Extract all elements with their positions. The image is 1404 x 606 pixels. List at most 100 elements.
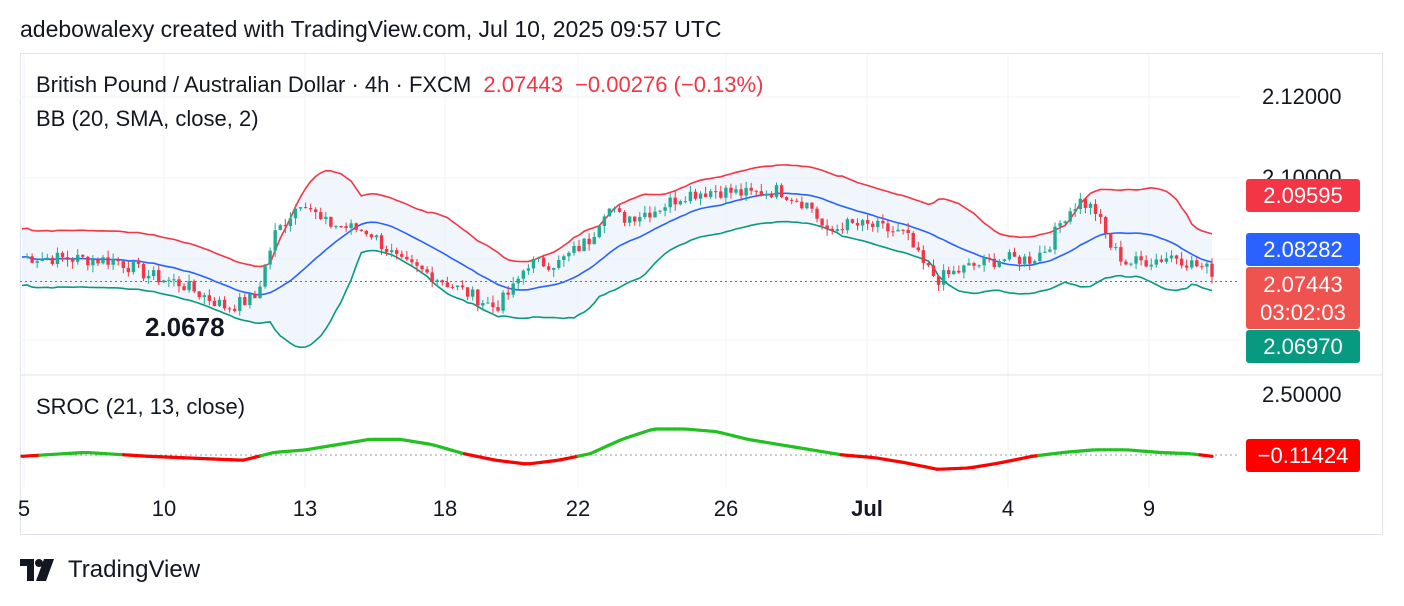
candle-body xyxy=(536,257,541,259)
candle-body xyxy=(395,250,399,254)
candle-body xyxy=(612,208,617,210)
tradingview-logo-icon xyxy=(20,559,54,581)
candle-body xyxy=(1124,261,1128,265)
candle-body xyxy=(45,257,50,259)
candle-body xyxy=(354,223,358,230)
candle-body xyxy=(1184,265,1189,268)
candle-body xyxy=(55,252,60,264)
candle-body xyxy=(779,185,784,198)
candle-body xyxy=(162,280,166,283)
swing-low-label: 2.0678 xyxy=(145,312,225,342)
candle-body xyxy=(50,257,55,264)
candle-body xyxy=(617,208,622,212)
candle-body xyxy=(40,258,44,262)
candle-body xyxy=(1195,260,1199,267)
candle-body xyxy=(1083,198,1088,208)
candle-body xyxy=(339,226,343,228)
candle-body xyxy=(400,253,404,257)
candle-body xyxy=(1144,260,1148,267)
candle-body xyxy=(96,259,100,264)
candle-body xyxy=(445,282,450,287)
candle-body xyxy=(425,269,429,273)
candle-body xyxy=(891,231,895,233)
candle-body xyxy=(906,229,910,234)
candle-body xyxy=(825,225,829,229)
candle-body xyxy=(850,219,855,223)
candle-body xyxy=(668,197,672,208)
candle-body xyxy=(916,247,920,251)
candle-body xyxy=(207,295,212,301)
candle-body xyxy=(1048,249,1052,252)
candle-body xyxy=(76,254,80,262)
candle-body xyxy=(835,229,839,231)
candle-body xyxy=(526,268,531,271)
candle-body xyxy=(633,216,637,222)
candle-body xyxy=(167,279,171,281)
candle-body xyxy=(820,218,824,226)
price-axis-tick-2-12: 2.12000 xyxy=(1262,84,1342,109)
symbol-title: British Pound / Australian Dollar · 4h ·… xyxy=(36,72,472,97)
candle-body xyxy=(344,226,348,228)
candle-body xyxy=(227,308,232,310)
candle-body xyxy=(197,291,201,298)
basis-tag: 2.08282 xyxy=(1246,233,1360,266)
candle-body xyxy=(764,193,769,196)
candle-body xyxy=(886,223,890,232)
candle-body xyxy=(921,250,926,263)
candle-body xyxy=(977,265,981,267)
candle-body xyxy=(936,276,941,285)
candle-body xyxy=(708,191,713,198)
candle-body xyxy=(607,208,612,217)
lower-band-tag: 2.06970 xyxy=(1246,330,1360,363)
candle-body xyxy=(329,216,333,227)
candle-body xyxy=(1093,203,1098,214)
candle-body xyxy=(101,257,105,264)
candle-body xyxy=(415,262,419,266)
bb-lower-line xyxy=(21,220,1213,349)
candle-body xyxy=(238,297,242,311)
candle-body xyxy=(146,276,151,279)
x-tick-9: 9 xyxy=(1142,496,1156,521)
candle-body xyxy=(881,220,885,224)
candle-body xyxy=(693,191,698,199)
candle-body xyxy=(35,261,39,263)
candle-body xyxy=(1159,259,1164,262)
candle-body xyxy=(273,230,277,251)
candle-body xyxy=(81,254,85,257)
bb-basis-line xyxy=(21,192,1213,296)
upper-band-tag: 2.09595 xyxy=(1246,179,1360,212)
candle-body xyxy=(562,256,566,260)
candle-body xyxy=(992,258,996,267)
candle-body xyxy=(141,263,146,279)
candle-body xyxy=(1022,256,1027,264)
candle-body xyxy=(1119,247,1123,262)
candle-body xyxy=(1033,261,1037,264)
candle-body xyxy=(232,308,237,311)
candle-body xyxy=(810,202,814,209)
candle-body xyxy=(1149,264,1153,267)
sroc-legend: SROC (21, 13, close) xyxy=(36,394,246,419)
candle-body xyxy=(577,245,581,252)
price-change-readout: −0.00276 (−0.13%) xyxy=(575,72,764,97)
candle-body xyxy=(248,294,252,306)
candle-body xyxy=(997,261,1002,267)
candle-body xyxy=(739,189,743,196)
candle-body xyxy=(121,261,125,268)
candle-body xyxy=(1063,221,1067,224)
candle-body xyxy=(481,303,485,306)
candle-body xyxy=(673,197,677,205)
candle-body xyxy=(1002,259,1007,262)
candle-body xyxy=(1164,258,1169,262)
candle-body xyxy=(450,286,455,288)
candle-body xyxy=(430,272,434,282)
candle-body xyxy=(116,259,120,262)
candle-body xyxy=(638,216,642,222)
candle-body xyxy=(364,230,369,235)
candle-body xyxy=(516,278,520,284)
candle-body xyxy=(688,191,693,202)
candle-body xyxy=(410,259,414,263)
candle-body xyxy=(1098,213,1103,218)
candle-body xyxy=(734,189,738,193)
candle-body xyxy=(491,302,495,308)
